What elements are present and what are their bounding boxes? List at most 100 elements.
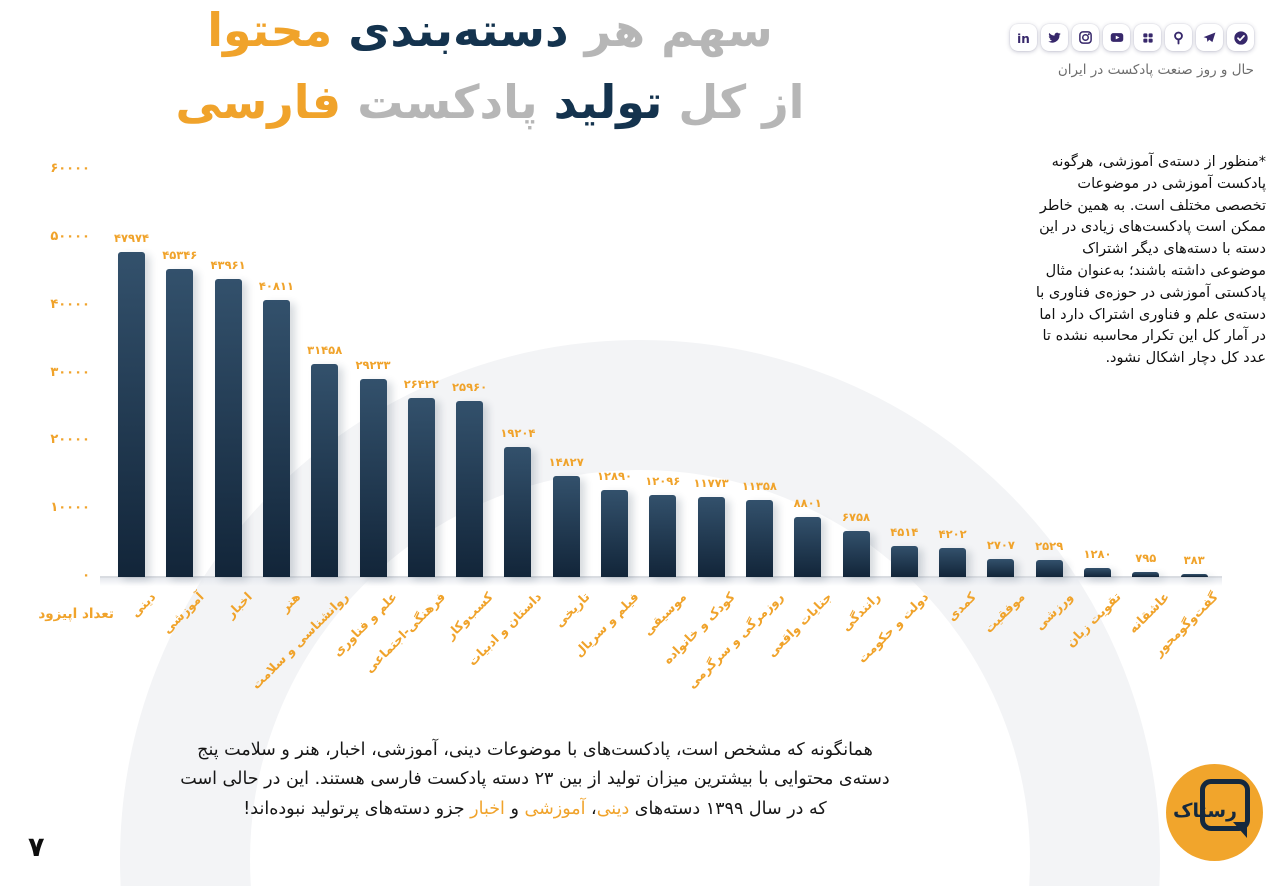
text-segment: اخبار <box>470 798 505 819</box>
chart-bar-3 <box>214 278 242 577</box>
y-axis-tick-label: ۶۰۰۰۰ <box>50 161 90 176</box>
bar-value-label: ۲۵۲۹ <box>1035 538 1064 553</box>
y-axis-tick-label: ۱۰۰۰۰ <box>50 500 90 516</box>
bar-value-label: ۴۰۸۱۱ <box>258 279 294 294</box>
text-segment: محتوا <box>207 3 333 57</box>
bar-value-label: ۱۲۸۰ <box>1083 547 1112 562</box>
bar-value-label: ۲۹۲۳۳ <box>355 357 391 372</box>
youtube-icon <box>1109 30 1125 45</box>
x-axis-shadow <box>100 578 1222 586</box>
y-axis-tick-label: ۰ <box>82 568 90 583</box>
social-icon-castbox[interactable] <box>1165 24 1192 51</box>
social-icon-twitter[interactable] <box>1041 24 1068 51</box>
social-icon-linkedin[interactable]: in <box>1010 24 1037 51</box>
social-icons-bar: in <box>1010 24 1254 51</box>
chart-bar-8 <box>456 400 484 577</box>
chart-bar-14 <box>745 499 773 577</box>
x-axis-line <box>100 576 1222 578</box>
bar-value-label: ۲۵۹۶۰ <box>452 379 488 394</box>
chart-bar-22 <box>1132 571 1160 577</box>
twitter-icon <box>1047 30 1062 45</box>
text-segment: و <box>504 798 525 819</box>
bar-value-label: ۸۸۰۱ <box>793 496 822 511</box>
text-segment: فارسی <box>175 75 342 129</box>
bar-value-label: ۱۱۷۷۳ <box>693 476 729 491</box>
text-segment: همانگونه که مشخص است، پادکست‌های با موضو… <box>180 739 890 819</box>
text-segment: سهم هر <box>584 3 773 57</box>
social-icon-verified[interactable] <box>1227 24 1254 51</box>
educational-category-footnote: *منظور از دسته‌ی آموزشی، هرگونه پادکست آ… <box>1035 154 1266 367</box>
chart-bar-1 <box>118 251 145 577</box>
chart-bar-13 <box>697 497 725 577</box>
chart-bar-9 <box>504 446 532 577</box>
rastaak-logo-text: رستاک <box>1173 800 1237 822</box>
y-axis-tick-label: ۳۰۰۰۰ <box>50 364 90 380</box>
podcast-report-tagline: حال و روز صنعت پادکست در ایران <box>1057 62 1254 78</box>
social-icon-instagram[interactable] <box>1072 24 1099 51</box>
virgool-icon <box>1141 31 1155 45</box>
social-icon-telegram[interactable] <box>1196 24 1223 51</box>
bar-category-label: دینی <box>127 589 159 621</box>
chart-bar-16 <box>842 531 870 577</box>
rastaak-logo: رستاک <box>1166 764 1263 861</box>
castbox-icon <box>1171 30 1186 45</box>
bar-value-label: ۴۵۱۴ <box>890 525 919 540</box>
bar-value-label: ۴۲۰۲ <box>938 527 967 542</box>
bar-value-label: ۴۳۹۶۱ <box>210 257 246 272</box>
bar-value-label: ۱۲۰۹۶ <box>645 473 681 488</box>
bar-value-label: ۲۶۴۲۲ <box>403 376 439 391</box>
chart-bar-19 <box>987 558 1015 577</box>
bar-value-label: ۶۷۵۸ <box>841 510 871 525</box>
chart-bar-18 <box>939 548 967 577</box>
y-axis-tick-label: ۵۰۰۰۰ <box>50 228 90 244</box>
y-axis-title: تعداد اپیزود <box>38 606 114 622</box>
telegram-icon <box>1202 30 1217 45</box>
chart-bar-21 <box>1084 568 1111 577</box>
speech-bubble-icon <box>1200 779 1250 831</box>
text-segment: جزو دسته‌های پرتولید نبوده‌اند! <box>243 798 471 819</box>
bar-value-label: ۳۸۳ <box>1183 553 1205 568</box>
chart-bar-23 <box>1180 574 1208 577</box>
chart-bar-11 <box>601 489 628 577</box>
verified-icon <box>1233 30 1249 46</box>
chart-bar-17 <box>890 546 918 577</box>
text-segment: پادکست <box>357 75 538 129</box>
chart-bar-6 <box>359 378 387 577</box>
bar-value-label: ۱۹۲۰۴ <box>500 425 536 440</box>
y-axis-tick-label: ۲۰۰۰۰ <box>50 432 90 448</box>
bar-value-label: ۴۵۳۴۶ <box>162 248 198 263</box>
chart-bar-10 <box>552 476 580 577</box>
bar-value-label: ۲۷۰۷ <box>986 537 1015 552</box>
bar-value-label: ۱۴۸۲۷ <box>548 455 584 470</box>
linkedin-icon: in <box>1017 32 1030 46</box>
speech-bubble-tail <box>1233 822 1247 838</box>
summary-paragraph: همانگونه که مشخص است، پادکست‌های با موضو… <box>170 736 900 825</box>
chart-bar-5 <box>311 363 339 577</box>
title-line-1: سهم هر دسته‌بندی محتوا <box>60 0 920 66</box>
bar-value-label: ۳۱۴۵۸ <box>307 342 343 357</box>
bar-value-label: ۱۲۸۹۰ <box>596 468 633 483</box>
title-line-2: از کل تولید پادکست فارسی <box>60 66 920 138</box>
page-number: ۷ <box>28 832 45 863</box>
bar-value-label: ۱۱۳۵۸ <box>741 478 777 493</box>
bar-category-label: عاشقانه <box>1125 589 1173 637</box>
chart-bar-2 <box>166 269 194 577</box>
social-icon-virgool[interactable] <box>1134 24 1161 51</box>
text-segment: از کل <box>678 75 805 129</box>
bar-value-label: ۷۹۵ <box>1135 550 1157 565</box>
instagram-icon <box>1078 30 1093 45</box>
chart-bar-12 <box>649 494 677 577</box>
bar-value-label: ۴۷۹۷۴ <box>113 230 150 245</box>
chart-bar-4 <box>262 300 290 577</box>
page-title: سهم هر دسته‌بندی محتوا از کل تولید پادکس… <box>60 0 920 138</box>
text-segment: دسته‌بندی <box>348 3 569 57</box>
chart-bar-20 <box>1035 559 1063 577</box>
text-segment: ، <box>585 798 597 819</box>
text-segment: آموزشی <box>524 798 586 819</box>
social-icon-youtube[interactable] <box>1103 24 1130 51</box>
y-axis-tick-label: ۴۰۰۰۰ <box>50 296 90 312</box>
text-segment: دینی <box>596 798 630 819</box>
chart-bar-7 <box>407 397 435 577</box>
chart-bar-15 <box>794 517 822 577</box>
